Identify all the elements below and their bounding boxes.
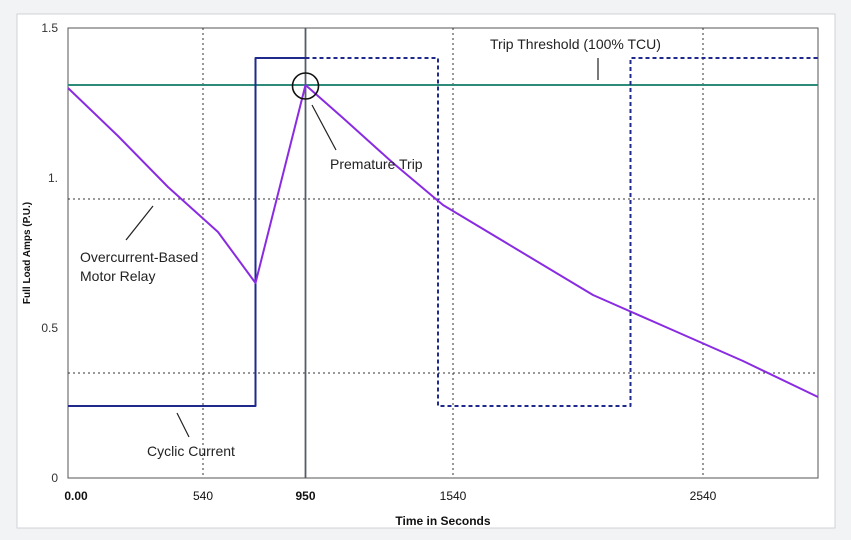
- x-tick-label: 1540: [440, 489, 467, 503]
- premature-trip-leader: [311, 104, 337, 151]
- motor-relay-line: [67, 84, 819, 398]
- plot-area: [67, 27, 819, 479]
- annotations: Trip Threshold (100% TCU) Premature Trip…: [80, 36, 661, 459]
- trip-threshold-label: Trip Threshold (100% TCU): [490, 36, 661, 52]
- cyclic-current-label: Cyclic Current: [147, 443, 235, 459]
- y-tick-label: 1.5: [41, 21, 58, 35]
- y-tick-label: 1.: [48, 171, 58, 185]
- x-tick-label: 0.00: [64, 489, 88, 503]
- premature-trip-label: Premature Trip: [330, 156, 423, 172]
- marker-group: [291, 72, 320, 100]
- cyclic-current-dashed-line: [305, 57, 818, 407]
- ticks-group: 0.00 540 950 1540 2540 0 0.5 1. 1.5: [41, 21, 716, 503]
- y-tick-label: 0.5: [41, 321, 58, 335]
- x-tick-label: 950: [295, 489, 315, 503]
- y-tick-label: 0: [51, 471, 58, 485]
- series-group: [67, 57, 819, 407]
- y-axis-label: Full Load Amps (P.U.): [22, 202, 33, 304]
- gridlines: [68, 28, 818, 478]
- x-axis-label: Time in Seconds: [395, 514, 490, 528]
- premature-trip-circle: [291, 72, 320, 100]
- x-tick-label: 540: [193, 489, 213, 503]
- cyclic-current-line: [68, 57, 306, 407]
- relay-leader: [125, 205, 154, 241]
- relay-label-line1: Overcurrent-Based: [80, 249, 198, 265]
- cyclic-leader: [176, 412, 190, 438]
- relay-label-line2: Motor Relay: [80, 268, 155, 284]
- x-tick-label: 2540: [690, 489, 717, 503]
